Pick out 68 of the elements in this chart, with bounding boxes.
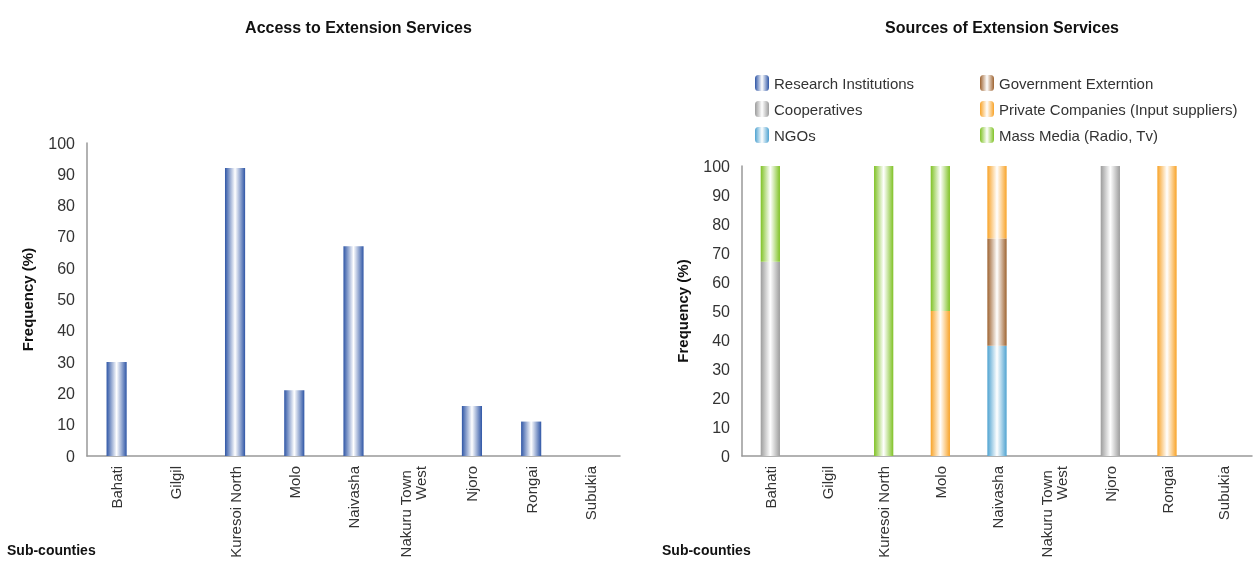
legend-label: Government Externtion <box>999 74 1154 92</box>
y-tick-label: 80 <box>712 215 731 233</box>
x-tick-label: Naivasha <box>988 465 1006 529</box>
bar <box>106 362 127 456</box>
bar <box>760 166 780 262</box>
bar <box>284 390 305 456</box>
x-tick-label: Bahati <box>761 466 779 509</box>
y-tick-label: 30 <box>712 360 731 378</box>
x-tick-label: Nakuru Town West <box>1037 465 1070 558</box>
bar <box>874 166 894 456</box>
y-tick-label: 80 <box>57 197 76 215</box>
y-tick-label: 10 <box>712 418 731 436</box>
bar <box>343 246 364 456</box>
y-tick-label: 0 <box>721 447 731 465</box>
x-axis-title: Sub-counties <box>7 542 96 558</box>
y-axis-title: Frequency (%) <box>674 259 691 363</box>
y-tick-label: 60 <box>57 259 76 277</box>
y-tick-label: 40 <box>57 322 76 340</box>
y-tick-label: 50 <box>712 302 731 320</box>
x-tick-label: Subukia <box>581 465 599 521</box>
x-tick-label: Molo <box>931 466 949 499</box>
bar <box>930 311 950 456</box>
y-tick-label: 100 <box>703 157 731 175</box>
x-tick-label: Nakuru Town West <box>396 465 429 558</box>
x-tick-label: Gilgil <box>167 466 185 500</box>
x-tick-label: Kuresoi North <box>226 466 244 558</box>
legend-label: Mass Media (Radio, Tv) <box>999 126 1158 144</box>
x-tick-label: Rongai <box>522 466 540 514</box>
legend-label: Research Institutions <box>774 74 915 92</box>
bar <box>987 238 1007 346</box>
x-tick-label: Kuresoi North <box>875 466 893 558</box>
y-tick-label: 90 <box>57 165 76 183</box>
y-axis-title: Frequency (%) <box>19 247 36 352</box>
bar <box>987 166 1007 239</box>
x-axis-title: Sub-counties <box>662 542 751 558</box>
legend-label: Cooperatives <box>774 100 863 118</box>
y-tick-label: 90 <box>712 186 731 204</box>
bar <box>521 421 542 456</box>
x-tick-label: Molo <box>285 466 303 499</box>
bar <box>461 405 483 456</box>
x-tick-label: Naivasha <box>345 465 362 529</box>
y-tick-label: 70 <box>712 244 731 262</box>
bar <box>930 166 950 311</box>
x-tick-label: Njoro <box>463 466 481 502</box>
bar <box>760 261 780 456</box>
y-tick-label: 60 <box>712 273 731 291</box>
x-tick-label: Gilgil <box>818 466 836 500</box>
legend-label: Private Companies (Input suppliers) <box>999 100 1238 118</box>
y-tick-label: 30 <box>57 353 76 371</box>
legend-label: NGOs <box>774 126 816 144</box>
y-tick-label: 70 <box>57 228 76 246</box>
bar <box>1100 166 1120 456</box>
bar <box>1157 166 1177 456</box>
bar <box>987 345 1007 456</box>
y-tick-label: 10 <box>57 416 76 434</box>
x-tick-label: Bahati <box>108 466 126 509</box>
chart-title: Sources of Extension Services <box>885 18 1120 36</box>
y-tick-label: 40 <box>712 331 731 349</box>
y-tick-label: 20 <box>712 389 731 407</box>
y-tick-label: 20 <box>57 384 76 402</box>
y-tick-label: 100 <box>48 134 76 152</box>
bar <box>224 168 246 456</box>
y-tick-label: 0 <box>66 447 76 465</box>
chart-title: Access to Extension Services <box>245 18 472 36</box>
x-tick-label: Subukia <box>1215 465 1233 521</box>
x-tick-label: Njoro <box>1101 466 1119 502</box>
x-tick-label: Rongai <box>1158 466 1176 514</box>
y-tick-label: 50 <box>57 291 76 308</box>
